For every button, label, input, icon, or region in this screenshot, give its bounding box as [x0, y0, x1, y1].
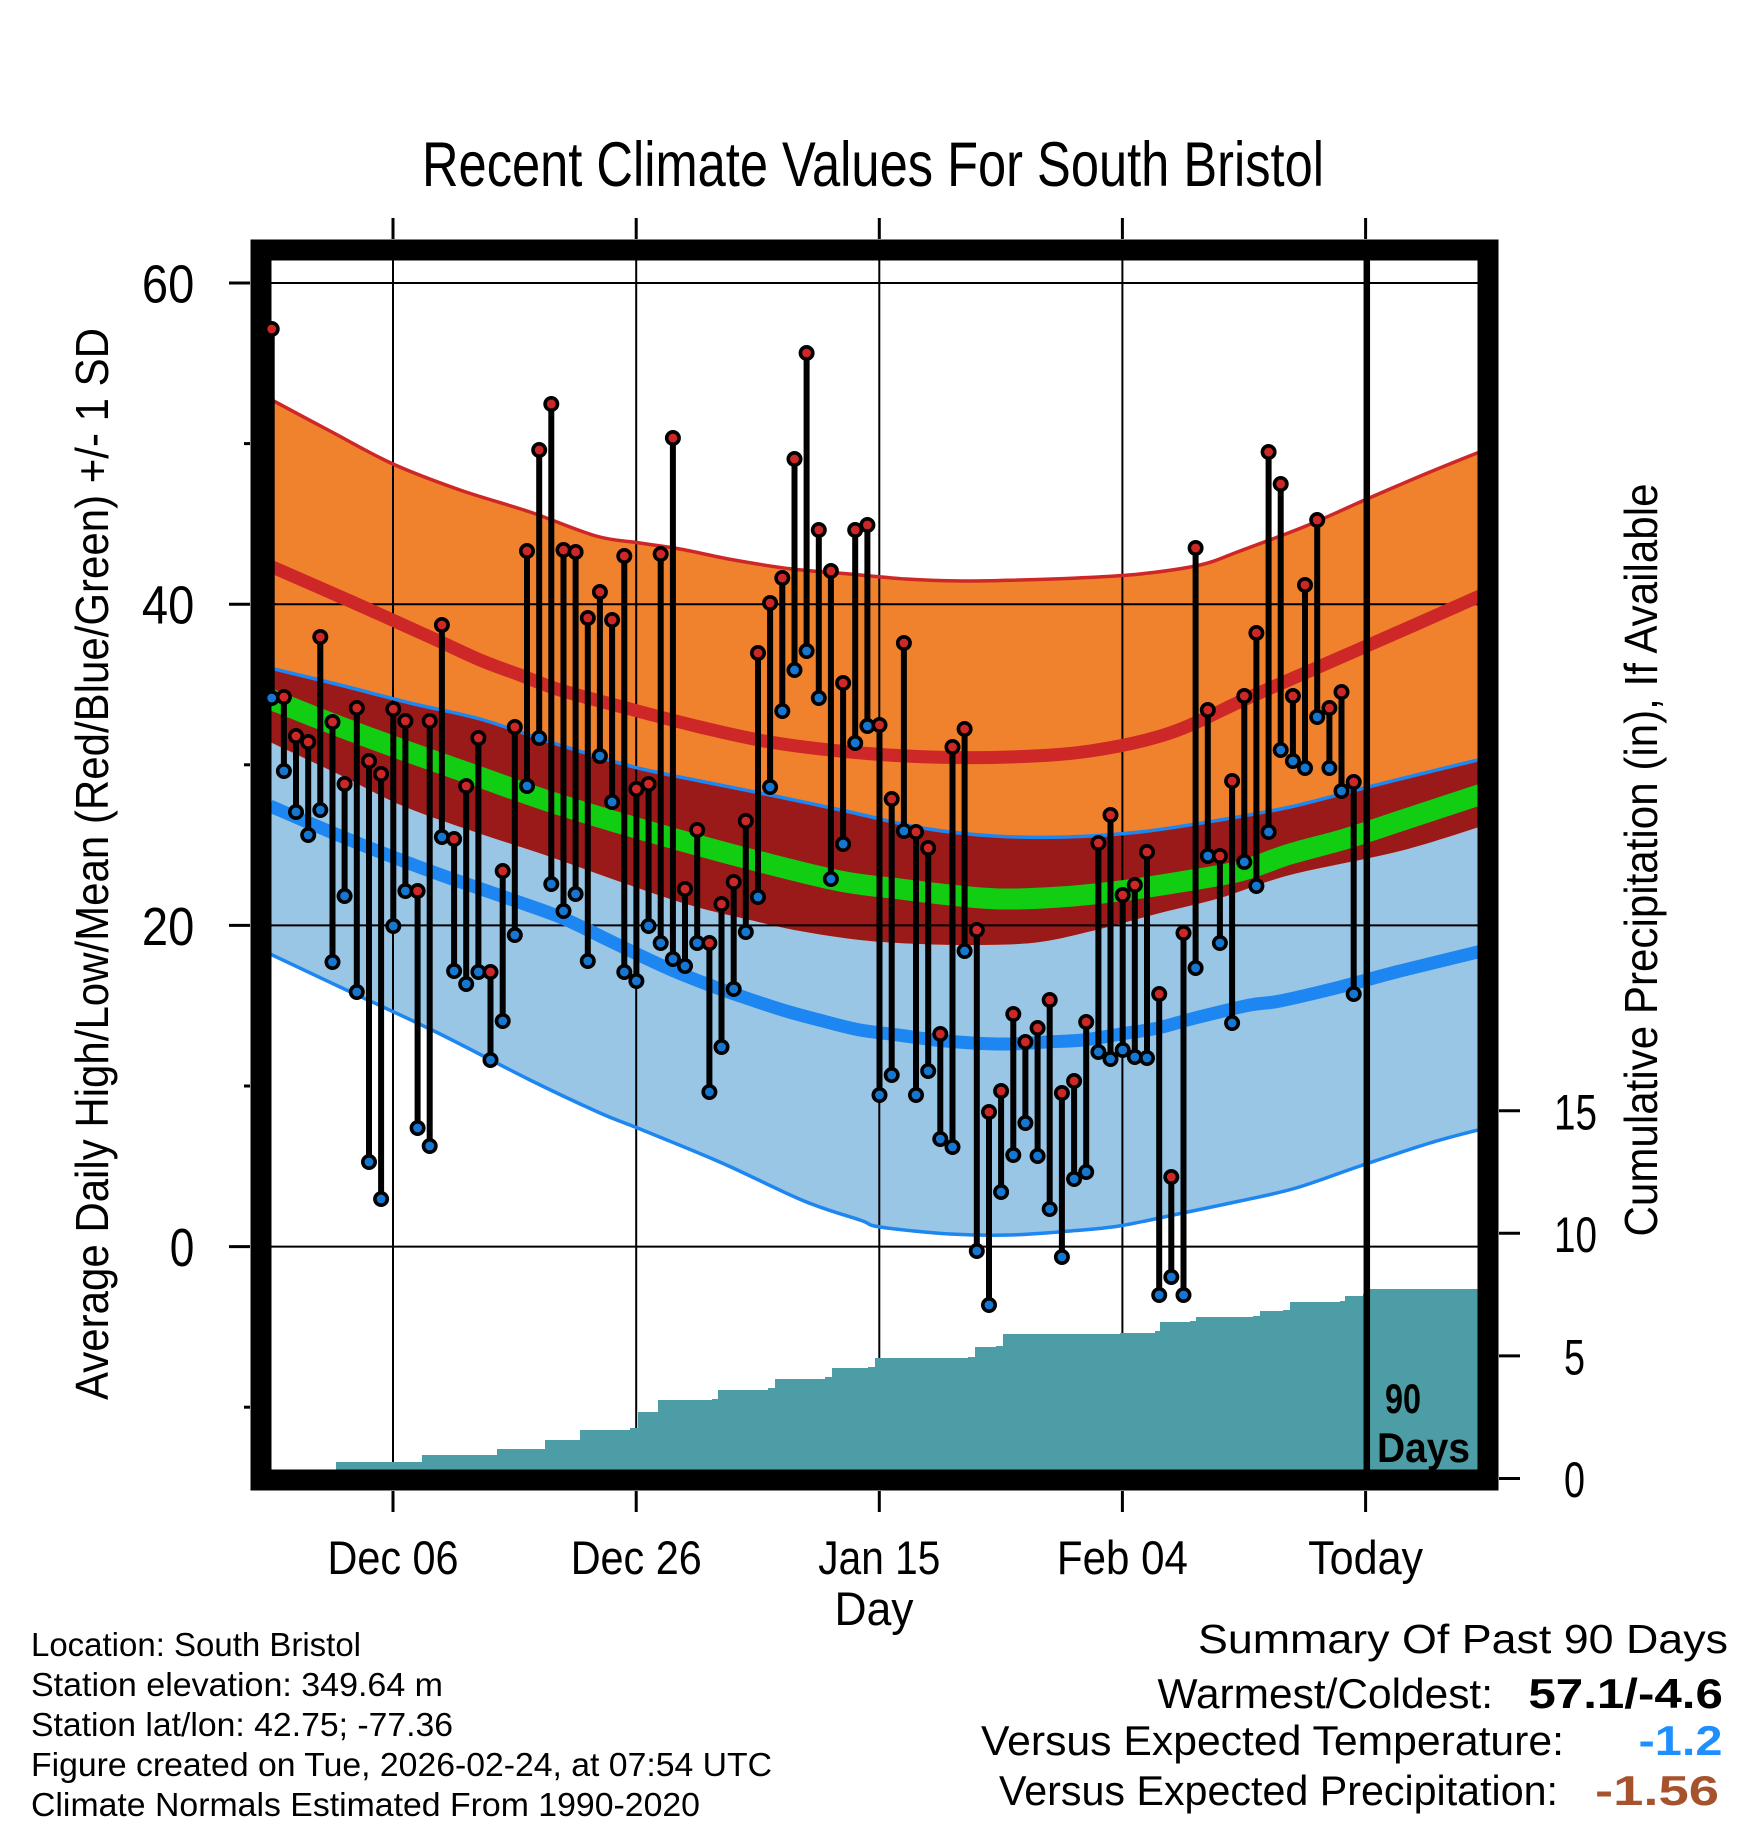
- svg-text:Versus Expected Precipitation:: Versus Expected Precipitation:: [999, 1767, 1558, 1814]
- svg-text:Station lat/lon: 42.75; -77.36: Station lat/lon: 42.75; -77.36: [31, 1706, 453, 1743]
- svg-text:20: 20: [142, 898, 194, 957]
- svg-text:Climate Normals Estimated From: Climate Normals Estimated From 1990-2020: [31, 1786, 700, 1823]
- svg-text:Location: South Bristol: Location: South Bristol: [31, 1626, 361, 1663]
- svg-text:Station elevation: 349.64 m: Station elevation: 349.64 m: [31, 1666, 443, 1703]
- svg-text:Cumulative Precipitation (in),: Cumulative Precipitation (in), If Availa…: [1615, 484, 1667, 1237]
- svg-text:Recent Climate Values For Sout: Recent Climate Values For South Bristol: [422, 130, 1324, 200]
- svg-text:Versus Expected Temperature:: Versus Expected Temperature:: [981, 1717, 1564, 1764]
- svg-text:15: 15: [1554, 1084, 1597, 1140]
- svg-text:0: 0: [1564, 1452, 1585, 1508]
- svg-text:Today: Today: [1308, 1531, 1423, 1584]
- svg-text:0: 0: [170, 1219, 195, 1278]
- svg-text:Day: Day: [835, 1582, 914, 1635]
- svg-text:Feb 04: Feb 04: [1057, 1531, 1188, 1584]
- svg-text:Figure created on Tue, 2026-02: Figure created on Tue, 2026-02-24, at 07…: [31, 1746, 772, 1783]
- svg-text:-1.2: -1.2: [1639, 1717, 1723, 1764]
- svg-text:Summary Of Past 90 Days: Summary Of Past 90 Days: [1198, 1616, 1728, 1662]
- svg-text:Days: Days: [1377, 1424, 1470, 1471]
- svg-text:Dec 26: Dec 26: [571, 1531, 702, 1584]
- svg-text:Jan 15: Jan 15: [818, 1531, 940, 1584]
- svg-text:Dec 06: Dec 06: [328, 1531, 459, 1584]
- svg-text:5: 5: [1564, 1329, 1585, 1385]
- svg-text:40: 40: [142, 577, 194, 636]
- svg-text:90: 90: [1385, 1375, 1421, 1422]
- svg-text:-1.56: -1.56: [1595, 1767, 1719, 1814]
- svg-text:10: 10: [1554, 1207, 1597, 1263]
- svg-text:Warmest/Coldest:: Warmest/Coldest:: [1158, 1670, 1494, 1717]
- svg-text:Average Daily High/Low/Mean (R: Average Daily High/Low/Mean (Red/Blue/Gr…: [66, 328, 118, 1400]
- svg-text:57.1/-4.6: 57.1/-4.6: [1528, 1670, 1723, 1717]
- svg-text:60: 60: [142, 256, 194, 315]
